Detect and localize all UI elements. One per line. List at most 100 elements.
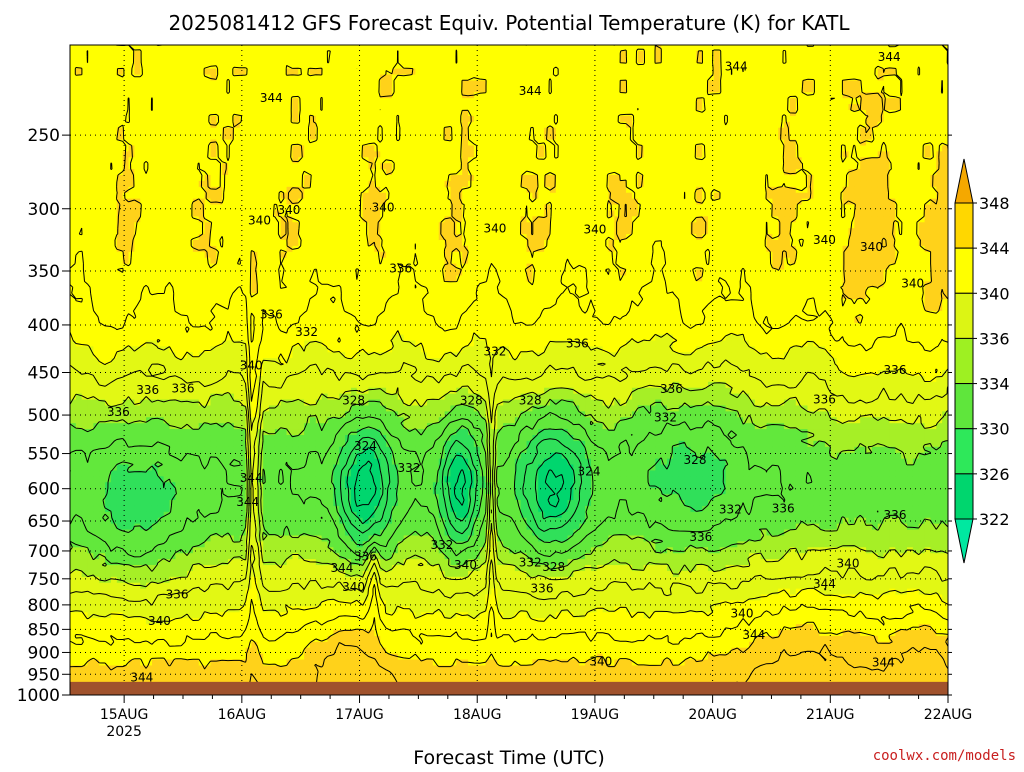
field-cell xyxy=(321,80,329,87)
field-cell xyxy=(274,358,282,365)
field-cell xyxy=(233,458,241,466)
field-cell xyxy=(298,399,305,407)
field-cell xyxy=(140,606,147,613)
field-cell xyxy=(181,56,188,64)
field-cell xyxy=(228,576,235,584)
field-cell xyxy=(239,121,247,129)
field-cell xyxy=(251,505,258,513)
field-cell xyxy=(187,482,194,489)
field-cell xyxy=(251,576,258,584)
field-cell xyxy=(140,671,147,678)
field-cell xyxy=(222,500,229,507)
field-cell xyxy=(116,458,124,466)
field-cell xyxy=(93,204,100,212)
theta-e-fill xyxy=(70,45,948,695)
field-cell xyxy=(233,653,241,661)
field-cell xyxy=(105,104,112,111)
field-cell xyxy=(169,505,176,513)
field-cell xyxy=(233,541,241,548)
field-cell xyxy=(75,50,83,58)
field-cell xyxy=(274,523,282,531)
field-cell xyxy=(175,139,182,147)
field-cell xyxy=(251,494,258,501)
field-cell xyxy=(309,328,317,336)
field-cell xyxy=(309,299,317,306)
field-cell xyxy=(81,74,89,82)
field-cell xyxy=(216,104,223,111)
field-cell xyxy=(122,234,130,241)
field-cell xyxy=(321,287,329,294)
field-cell xyxy=(157,470,165,477)
field-cell xyxy=(128,210,135,217)
field-cell xyxy=(81,240,89,247)
field-cell xyxy=(157,45,165,52)
field-cell xyxy=(245,429,253,436)
field-cell xyxy=(116,358,124,365)
field-cell xyxy=(321,216,329,223)
field-cell xyxy=(239,464,247,472)
field-cell xyxy=(128,74,135,82)
field-cell xyxy=(292,523,299,531)
field-cell xyxy=(93,624,100,631)
field-cell xyxy=(110,340,118,347)
field-cell xyxy=(333,45,340,52)
field-cell xyxy=(93,411,100,418)
field-cell xyxy=(163,322,171,330)
field-cell xyxy=(151,104,159,111)
field-cell xyxy=(75,56,83,64)
field-cell xyxy=(169,647,176,655)
field-cell xyxy=(187,56,194,64)
field-cell xyxy=(309,145,317,152)
field-cell xyxy=(216,257,223,265)
field-cell xyxy=(251,198,258,206)
field-cell xyxy=(228,127,235,135)
field-cell xyxy=(321,464,329,472)
field-cell xyxy=(169,50,176,58)
field-cell xyxy=(204,251,212,259)
field-cell xyxy=(157,494,165,501)
field-cell xyxy=(228,375,235,383)
field-cell xyxy=(140,293,147,300)
field-cell xyxy=(228,340,235,347)
field-cell xyxy=(181,440,188,448)
field-cell xyxy=(99,115,106,123)
field-cell xyxy=(140,299,147,306)
field-cell xyxy=(298,157,305,164)
field-cell xyxy=(315,62,323,70)
field-cell xyxy=(228,186,235,194)
field-cell xyxy=(146,198,153,206)
field-cell xyxy=(309,511,317,519)
field-cell xyxy=(204,216,212,223)
field-cell xyxy=(70,305,77,312)
field-cell xyxy=(151,482,159,489)
field-cell xyxy=(151,340,159,347)
field-cell xyxy=(274,612,282,619)
field-cell xyxy=(298,405,305,412)
field-cell xyxy=(75,45,83,52)
field-cell xyxy=(298,98,305,105)
field-cell xyxy=(204,594,212,602)
field-cell xyxy=(87,618,95,625)
field-cell xyxy=(274,541,282,548)
field-cell xyxy=(263,80,270,87)
field-cell xyxy=(81,653,89,661)
field-cell xyxy=(280,565,288,572)
field-cell xyxy=(298,641,305,649)
field-cell xyxy=(280,470,288,477)
field-cell xyxy=(70,151,77,158)
field-cell xyxy=(304,157,311,164)
field-cell xyxy=(70,446,77,454)
field-cell xyxy=(198,334,206,342)
field-cell xyxy=(309,535,317,542)
field-cell xyxy=(245,74,253,82)
field-cell xyxy=(280,606,288,613)
field-cell xyxy=(134,275,141,282)
field-cell xyxy=(233,228,241,235)
field-cell xyxy=(222,316,229,324)
field-cell xyxy=(140,305,147,312)
field-cell xyxy=(210,659,217,667)
field-cell xyxy=(87,299,95,306)
field-cell xyxy=(309,228,317,235)
field-cell xyxy=(269,180,276,188)
field-cell xyxy=(321,305,329,312)
